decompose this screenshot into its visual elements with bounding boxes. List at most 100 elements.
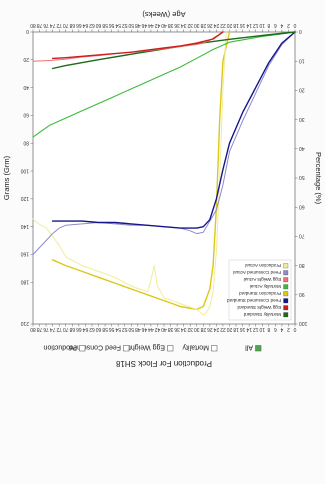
x-tick-label-top: 0 [293,326,296,332]
x-tick-label-top: 54 [115,326,121,332]
x-tick-label-top: 56 [109,326,115,332]
x-tick-label: 42 [154,22,160,28]
filter-checkbox-3[interactable]: Feed Consumed [69,344,130,352]
x-tick-label-top: 38 [168,326,174,332]
x-tick-label: 76 [43,22,49,28]
y-right-tick-label: 180 [20,278,29,284]
filter-checkbox-1[interactable]: Mortality [182,344,218,352]
x-tick-label-top: 22 [220,326,226,332]
legend-label: Feed Consumed Actual [233,270,281,275]
x-tick-label-top: 4 [280,326,283,332]
x-tick-label: 20 [227,22,233,28]
y-left-tick-label: 70 [299,233,305,239]
y-right-tick-label: 210 [20,320,29,326]
legend-swatch [283,263,289,269]
filter-checkbox-4[interactable]: Production [43,344,86,352]
x-tick-label: 0 [293,22,296,28]
legend-label: Feed Consumed Standard [227,298,281,303]
y-right-tick-label: 80 [23,139,29,145]
x-tick-label-top: 70 [63,326,69,332]
x-tick-label-top: 42 [154,326,160,332]
legend-label: Production Actual [245,263,281,268]
x-tick-label: 58 [102,22,108,28]
x-tick-label: 80 [30,22,36,28]
y-right-tick-label: 100 [20,167,29,173]
filter-box [255,345,262,352]
x-tick-label: 30 [194,22,200,28]
x-tick-label-top: 6 [274,326,277,332]
legend-label: Mortality Standard [243,312,281,317]
series-line-production-actual [32,31,227,316]
x-tick-label-top: 36 [174,326,180,332]
chart-title: Production For Flock SH18 [115,359,212,368]
x-tick-label-top: 14 [246,326,252,332]
x-tick-label-top: 46 [141,326,147,332]
legend-label: Egg Weight Actual [244,277,281,282]
y-left-axis-title: Percentage (%) [314,152,323,205]
x-tick-label-top: 50 [128,326,134,332]
filter-box [211,345,218,352]
x-tick-label: 46 [141,22,147,28]
x-tick-label: 52 [122,22,128,28]
x-tick-label: 78 [37,22,43,28]
x-tick-label: 38 [168,22,174,28]
legend-swatch [283,305,289,311]
x-tick-label: 40 [161,22,167,28]
x-tick-label-top: 66 [76,326,82,332]
filter-checkbox-0[interactable]: All [245,344,262,352]
y-left-tick-label: 20 [299,87,305,93]
legend-swatch [283,312,289,318]
y-right-tick-label: 0 [26,28,29,34]
x-tick-label: 62 [89,22,95,28]
x-tick-label: 22 [220,22,226,28]
y-right-tick-label: 60 [23,112,29,118]
y-left-tick-label: 60 [299,203,305,209]
x-axis-title: Age (Weeks) [142,10,186,19]
x-tick-label-top: 10 [259,326,265,332]
legend: Mortality Standard Egg Weight Standard Fee… [227,259,292,321]
x-tick-label-top: 30 [194,326,200,332]
x-tick-label: 50 [128,22,134,28]
x-tick-label-top: 40 [161,326,167,332]
x-tick-label-top: 12 [253,326,259,332]
legend-swatch [283,270,289,276]
x-tick-label-top: 58 [102,326,108,332]
filter-label: Egg Weight [129,344,165,351]
series-line-production-standard [51,31,231,311]
filter-box [167,345,174,352]
x-tick-label-top: 80 [30,326,36,332]
x-tick-label: 6 [274,22,277,28]
x-tick-label: 68 [69,22,75,28]
y-right-tick-label: 40 [23,84,29,90]
x-tick-label: 2 [287,22,290,28]
series-line-feed-consumed-standard [51,31,296,229]
x-tick-label-top: 24 [213,326,219,332]
legend-swatch [283,284,289,290]
y-right-axis-title: Grams (Grm) [2,155,11,200]
y-right-tick-label: 120 [20,195,29,201]
filter-label: Production [43,344,77,351]
x-tick-label: 44 [148,22,154,28]
y-left-tick-label: 80 [299,262,305,268]
y-right-tick-label: 140 [20,223,29,229]
x-tick-label: 70 [63,22,69,28]
filter-box [79,345,86,352]
y-left-tick-label: 40 [299,145,305,151]
x-tick-label: 4 [280,22,283,28]
filter-label: Feed Consumed [69,344,121,351]
x-tick-label-top: 28 [200,326,206,332]
legend-swatch [283,291,289,297]
x-tick-label: 72 [56,22,62,28]
x-tick-label-top: 16 [240,326,246,332]
x-tick-label-top: 64 [82,326,88,332]
x-tick-label: 56 [109,22,115,28]
legend-box [228,259,292,321]
x-tick-label: 54 [115,22,121,28]
x-tick-label: 66 [76,22,82,28]
filter-checkbox-2[interactable]: Egg Weight [129,344,174,352]
y-left-tick-label: 90 [299,291,305,297]
x-tick-label: 8 [267,22,270,28]
x-tick-label: 36 [174,22,180,28]
x-tick-label-top: 26 [207,326,213,332]
